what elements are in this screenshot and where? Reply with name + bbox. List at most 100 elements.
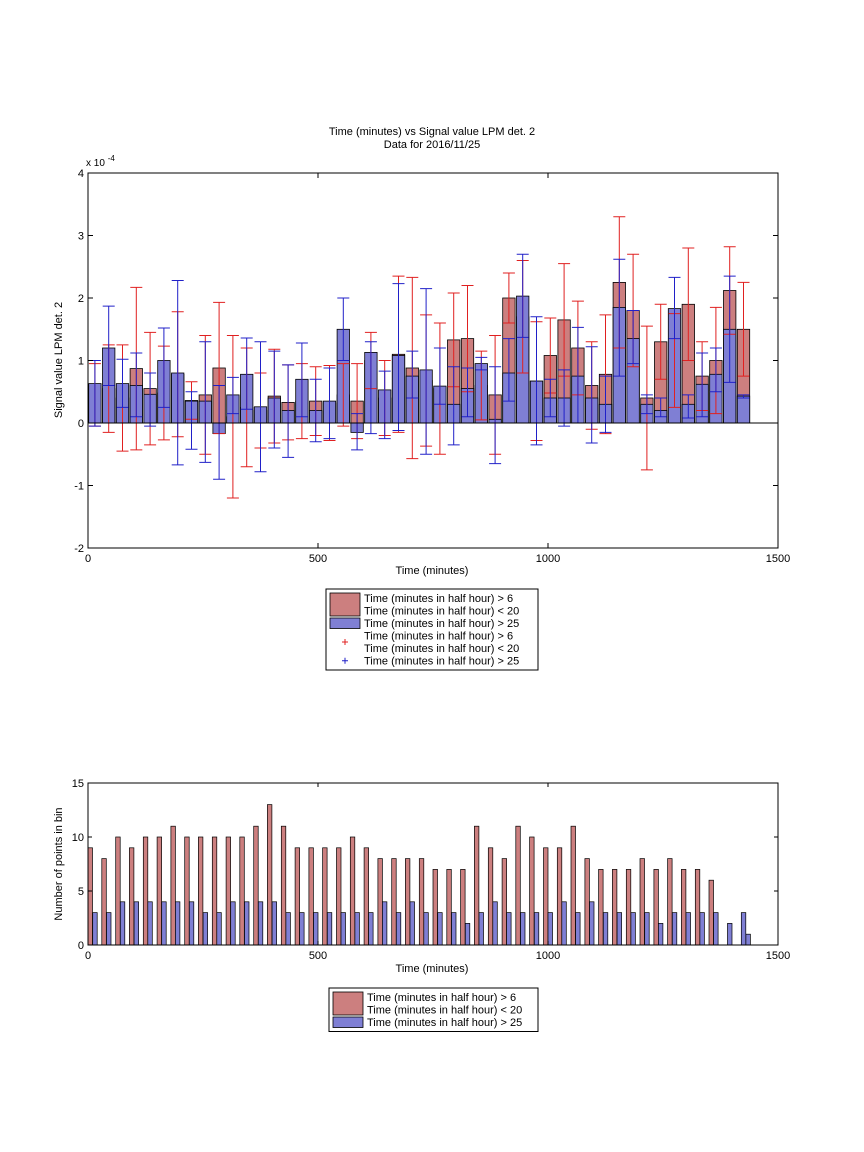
chart1-ytick-label-5: 3	[78, 231, 84, 243]
chart1-errbar-blue-27	[461, 367, 474, 418]
chart2-legend-text-0-1: Time (minutes in half hour) < 20	[367, 1005, 522, 1017]
chart2-bar-red-37	[598, 869, 604, 946]
chart2-bar-blue-39	[630, 912, 636, 946]
chart1-errbar-blue-29	[489, 366, 502, 465]
chart1-xlabel: Time (minutes)	[396, 565, 469, 577]
chart2-bar-blue-14	[285, 912, 291, 946]
chart1-legend-swatch-0	[329, 592, 361, 617]
chart2-bar-red-26	[446, 869, 452, 946]
chart2-bars	[87, 804, 751, 946]
chart2-bar-blue-24	[423, 912, 429, 946]
chart1-errbar-red-41	[654, 303, 667, 380]
chart2-bar-red-20	[363, 847, 369, 946]
chart1-errbar-blue-43	[682, 394, 695, 419]
chart2-bar-blue-35	[575, 912, 581, 946]
chart1-errbar-blue-32	[530, 316, 543, 446]
chart1-xtick-label-2: 1000	[536, 553, 560, 565]
chart2-bar-blue-5	[161, 901, 167, 946]
chart2-bar-red-2	[115, 836, 121, 946]
chart2-bar-blue-46	[727, 923, 733, 946]
chart1-ytick-label-4: 2	[78, 293, 84, 305]
chart2-bar-blue-7	[188, 901, 195, 946]
chart1-exponent: x 10 -4	[86, 154, 115, 169]
chart1-ytick-label-2: 0	[78, 418, 84, 430]
chart1-errbar-blue-42	[668, 276, 681, 340]
chart1-errbar-blue-3	[130, 352, 143, 418]
chart1-errbar-blue-36	[585, 346, 598, 444]
chart2-bar-blue-32	[533, 912, 540, 946]
chart2-bar-red-28	[474, 825, 480, 946]
chart1-ytick-label-6: 4	[78, 168, 84, 180]
chart1-errbar-red-10	[226, 335, 239, 499]
chart2-xtick-label-2: 1000	[536, 950, 560, 962]
chart1-subtitle: Data for 2016/11/25	[384, 139, 480, 151]
chart2-bar-blue-29	[492, 901, 498, 946]
chart2-bar-red-35	[570, 825, 576, 946]
chart2-ylabel: Number of points in bin	[53, 807, 65, 920]
chart1-legend-swatch-1	[329, 617, 361, 629]
chart1-errbar-blue-20	[364, 341, 377, 435]
chart2-xtick-label-0: 0	[85, 950, 91, 962]
chart1-errbar-blue-40	[640, 394, 653, 415]
chart2-bar-blue-41	[658, 923, 664, 946]
chart1-bar-blue-47	[736, 395, 751, 424]
chart1-errbar-blue-9	[213, 385, 226, 480]
chart2-bar-blue-22	[395, 912, 402, 946]
chart2-bar-red-21	[377, 858, 383, 946]
chart2-bar-blue-19	[354, 912, 360, 946]
chart2-bar-blue-13	[271, 901, 277, 946]
chart2-bar-red-8	[198, 836, 204, 946]
chart1-errbar-blue-1	[102, 305, 115, 386]
chart1-ytick-label-1: -1	[74, 481, 84, 493]
chart2-bar-blue-10	[230, 901, 236, 946]
chart1-errbar-red-47	[737, 281, 750, 377]
chart1-errbar-blue-33	[544, 378, 557, 418]
chart1-legend-box	[325, 588, 539, 671]
chart1-errbar-blue-24	[420, 288, 433, 455]
chart2-bar-blue-20	[368, 912, 374, 946]
chart2-bar-blue-37	[602, 912, 609, 946]
chart2-bar-red-40	[639, 858, 645, 946]
chart1-errbar-blue-10	[226, 376, 239, 415]
chart1-errbar-blue-19	[351, 413, 364, 451]
chart2-bar-blue-4	[147, 901, 153, 946]
chart1-errbar-blue-14	[282, 364, 295, 458]
chart1-errbar-blue-16	[309, 378, 322, 443]
chart2-bar-blue-1	[106, 912, 112, 946]
chart2-bar-red-13	[267, 804, 273, 946]
chart2-bar-red-34	[556, 847, 563, 946]
chart1-errorbars	[88, 216, 750, 499]
chart2-bar-blue-31	[520, 912, 526, 946]
chart2-bar-blue-44	[699, 912, 705, 946]
chart2-bar-red-10	[225, 836, 231, 946]
chart2-legend-swatch-0	[332, 991, 364, 1016]
chart1-errbar-blue-28	[475, 356, 488, 371]
chart2-xlabel: Time (minutes)	[396, 963, 469, 975]
chart2-bar-red-23	[405, 858, 411, 946]
chart2-bar-red-4	[142, 836, 149, 946]
chart2-bar-red-1	[101, 858, 107, 946]
chart2-bar-red-39	[625, 869, 632, 946]
chart2-bar-blue-38	[616, 912, 622, 946]
chart2-ytick-label-0: 0	[78, 940, 84, 952]
chart2-bar-red-18	[336, 847, 342, 946]
chart1-errbar-blue-7	[185, 391, 198, 450]
chart1-errbar-blue-13	[268, 350, 281, 449]
chart2-bar-blue-15	[299, 912, 305, 946]
chart2-legend-swatch-1	[332, 1016, 364, 1028]
chart2-bar-blue-16	[313, 912, 319, 946]
chart2-bar-red-11	[239, 836, 245, 946]
chart2-bar-blue-2	[119, 901, 126, 946]
chart2-bar-blue-36	[589, 901, 595, 946]
chart1-exponent-base: x 10	[86, 158, 105, 169]
chart2-bar-blue-3	[133, 901, 139, 946]
chart2-xtick-label-1: 500	[309, 950, 327, 962]
chart2-bar-blue-42	[671, 912, 678, 946]
chart2-bar-blue-21	[382, 901, 388, 946]
chart1-bars	[88, 281, 751, 435]
chart2-bar-blue-18	[340, 912, 346, 946]
chart2-bar-red-12	[253, 825, 259, 946]
chart1-legend-text-0-0: Time (minutes in half hour) > 6	[364, 593, 513, 605]
